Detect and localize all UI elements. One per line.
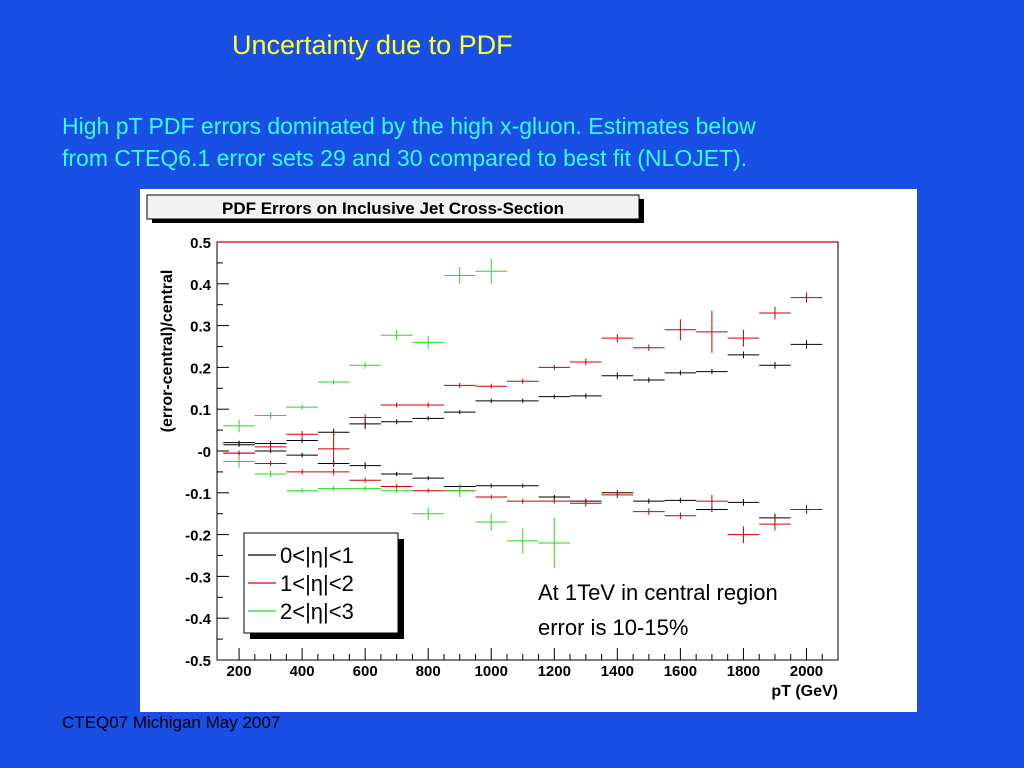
y-tick-label: -0 — [198, 444, 211, 461]
legend-label: 2<|η|<3 — [280, 599, 354, 624]
x-tick-label: 1200 — [538, 663, 571, 680]
x-axis-label: pT (GeV) — [771, 683, 838, 700]
y-axis-label: (error-central)/central — [159, 270, 176, 433]
slide-title: Uncertainty due to PDF — [232, 30, 513, 60]
annotation-line-1: At 1TeV in central region — [538, 580, 778, 605]
chart-title-box — [146, 194, 640, 220]
footer-text: CTEQ07 Michigan May 2007 — [62, 713, 281, 732]
x-tick-label: 1800 — [727, 663, 760, 680]
data-points — [223, 258, 823, 569]
annotation-line-2: error is 10-15% — [538, 615, 688, 640]
x-tick-label: 2000 — [790, 663, 823, 680]
pdf-error-chart: PDF Errors on Inclusive Jet Cross-Sectio… — [146, 194, 839, 700]
y-tick-label: 0.3 — [190, 319, 211, 336]
y-tick-label: -0.5 — [185, 653, 211, 670]
x-tick-label: 1000 — [475, 663, 508, 680]
subtitle-line-1: High pT PDF errors dominated by the high… — [62, 113, 756, 139]
chart-panel: PDF Errors on Inclusive Jet Cross-Sectio… — [140, 189, 917, 712]
x-tick-label: 400 — [290, 663, 315, 680]
slide-subtitle: High pT PDF errors dominated by the high… — [62, 110, 962, 174]
x-tick-label: 600 — [353, 663, 378, 680]
x-tick-label: 1600 — [664, 663, 697, 680]
y-tick-label: 0.4 — [190, 277, 212, 294]
axis-ticks: 0.5 0.4 0.3 0.2 0.1 -0 -0.1 -0.2 -0.3 -0.4 -0.5 200… — [185, 235, 838, 680]
x-tick-label: 200 — [227, 663, 252, 680]
subtitle-line-2: from CTEQ6.1 error sets 29 and 30 compar… — [62, 145, 748, 171]
legend-label: 1<|η|<2 — [280, 571, 354, 596]
y-tick-label: 0.5 — [190, 235, 211, 252]
x-tick-label: 1400 — [601, 663, 634, 680]
y-tick-label: -0.2 — [185, 528, 211, 545]
y-tick-label: -0.3 — [185, 569, 211, 586]
y-tick-label: 0.1 — [190, 402, 211, 419]
y-tick-label: 0.2 — [190, 360, 211, 377]
x-tick-label: 800 — [416, 663, 441, 680]
legend-label: 0<|η|<1 — [280, 543, 354, 568]
chart-title: PDF Errors on Inclusive Jet Cross-Sectio… — [222, 199, 564, 218]
y-tick-label: -0.1 — [185, 486, 211, 503]
y-tick-label: -0.4 — [185, 611, 212, 628]
legend: 0<|η|<1 1<|η|<2 2<|η|<3 — [243, 532, 404, 639]
